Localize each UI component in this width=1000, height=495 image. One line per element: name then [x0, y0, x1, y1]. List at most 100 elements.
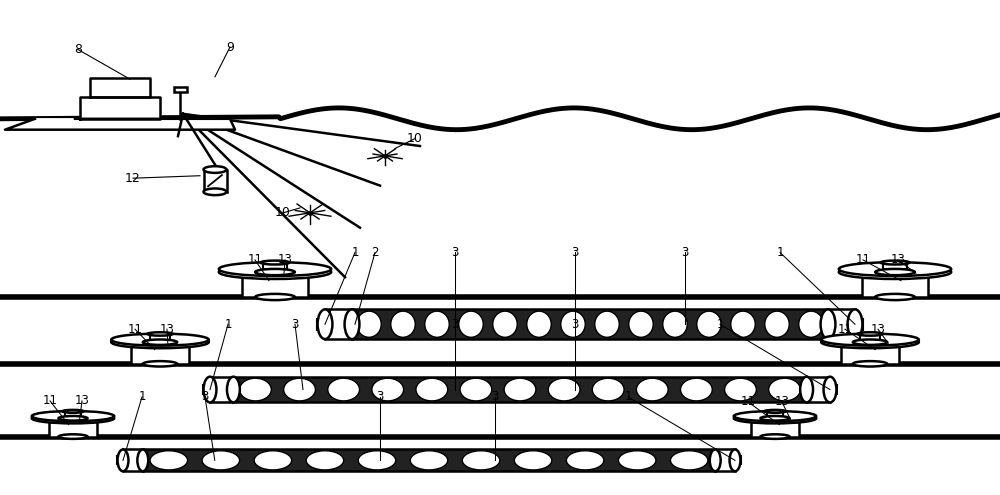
- Ellipse shape: [493, 311, 517, 337]
- Text: 11: 11: [740, 396, 756, 408]
- Ellipse shape: [345, 309, 359, 339]
- Ellipse shape: [255, 294, 295, 300]
- Text: 3: 3: [201, 391, 209, 403]
- Ellipse shape: [848, 309, 862, 339]
- Text: 3: 3: [571, 318, 579, 331]
- Ellipse shape: [760, 434, 790, 439]
- Ellipse shape: [527, 311, 551, 337]
- Ellipse shape: [137, 449, 148, 471]
- Ellipse shape: [147, 332, 173, 336]
- Bar: [767, 411, 783, 416]
- Text: 13: 13: [871, 323, 885, 336]
- Ellipse shape: [306, 451, 344, 470]
- Text: 1: 1: [224, 318, 232, 331]
- Ellipse shape: [357, 311, 381, 337]
- Polygon shape: [90, 78, 150, 97]
- Ellipse shape: [760, 416, 790, 421]
- Ellipse shape: [853, 361, 887, 366]
- Bar: [219, 269, 331, 272]
- Ellipse shape: [204, 189, 226, 195]
- Ellipse shape: [629, 311, 653, 337]
- Text: 3: 3: [491, 391, 499, 403]
- Ellipse shape: [566, 451, 604, 470]
- Bar: [734, 416, 816, 418]
- Text: 13: 13: [278, 253, 292, 266]
- Ellipse shape: [118, 449, 128, 471]
- Text: 10: 10: [407, 132, 423, 145]
- Text: 3: 3: [451, 246, 459, 259]
- Text: 11: 11: [838, 323, 852, 336]
- Bar: [210, 377, 233, 402]
- Ellipse shape: [697, 311, 721, 337]
- Ellipse shape: [765, 311, 789, 337]
- Ellipse shape: [318, 309, 332, 339]
- Ellipse shape: [592, 378, 624, 401]
- Bar: [828, 309, 855, 339]
- Ellipse shape: [839, 262, 951, 276]
- Ellipse shape: [425, 311, 449, 337]
- Ellipse shape: [821, 334, 919, 346]
- Text: 1: 1: [624, 391, 632, 403]
- Ellipse shape: [504, 378, 536, 401]
- Ellipse shape: [875, 294, 915, 300]
- Bar: [242, 272, 308, 297]
- Bar: [821, 340, 919, 342]
- Bar: [174, 87, 186, 92]
- Text: 3: 3: [571, 246, 579, 259]
- Ellipse shape: [391, 311, 415, 337]
- Ellipse shape: [680, 378, 712, 401]
- Ellipse shape: [514, 451, 552, 470]
- Text: 3: 3: [291, 318, 299, 331]
- Bar: [131, 342, 189, 364]
- Bar: [830, 385, 837, 395]
- Text: 13: 13: [75, 395, 89, 407]
- Polygon shape: [5, 119, 235, 130]
- Text: 3: 3: [376, 391, 384, 403]
- Bar: [807, 377, 830, 402]
- Ellipse shape: [618, 451, 656, 470]
- Ellipse shape: [764, 410, 786, 413]
- Ellipse shape: [561, 311, 585, 337]
- Ellipse shape: [670, 451, 708, 470]
- Ellipse shape: [734, 411, 816, 421]
- Bar: [317, 319, 325, 330]
- Ellipse shape: [839, 265, 951, 279]
- Text: 1: 1: [716, 318, 724, 331]
- Ellipse shape: [111, 334, 209, 346]
- Bar: [839, 269, 951, 272]
- Text: 13: 13: [891, 253, 905, 266]
- Bar: [841, 342, 899, 364]
- Bar: [860, 334, 880, 340]
- Text: 11: 11: [42, 395, 58, 407]
- Ellipse shape: [799, 311, 823, 337]
- Ellipse shape: [725, 378, 756, 401]
- Ellipse shape: [261, 260, 289, 264]
- Text: 13: 13: [775, 396, 789, 408]
- Bar: [715, 449, 735, 471]
- Ellipse shape: [710, 449, 721, 471]
- Text: 11: 11: [128, 323, 143, 336]
- Ellipse shape: [219, 265, 331, 279]
- Ellipse shape: [800, 377, 813, 402]
- Bar: [751, 418, 799, 437]
- Bar: [735, 456, 741, 464]
- Ellipse shape: [255, 269, 295, 275]
- Ellipse shape: [32, 413, 114, 423]
- Ellipse shape: [410, 451, 448, 470]
- Text: 8: 8: [74, 43, 82, 56]
- Ellipse shape: [328, 378, 360, 401]
- Bar: [204, 169, 226, 192]
- Ellipse shape: [595, 311, 619, 337]
- Ellipse shape: [58, 416, 88, 421]
- Text: 12: 12: [125, 172, 141, 185]
- Ellipse shape: [824, 377, 836, 402]
- Ellipse shape: [416, 378, 448, 401]
- Bar: [352, 309, 828, 339]
- Ellipse shape: [636, 378, 668, 401]
- Bar: [150, 334, 170, 340]
- Text: 1: 1: [351, 246, 359, 259]
- Text: 2: 2: [371, 246, 379, 259]
- Ellipse shape: [459, 311, 483, 337]
- Text: 10: 10: [275, 206, 291, 219]
- Ellipse shape: [143, 361, 177, 366]
